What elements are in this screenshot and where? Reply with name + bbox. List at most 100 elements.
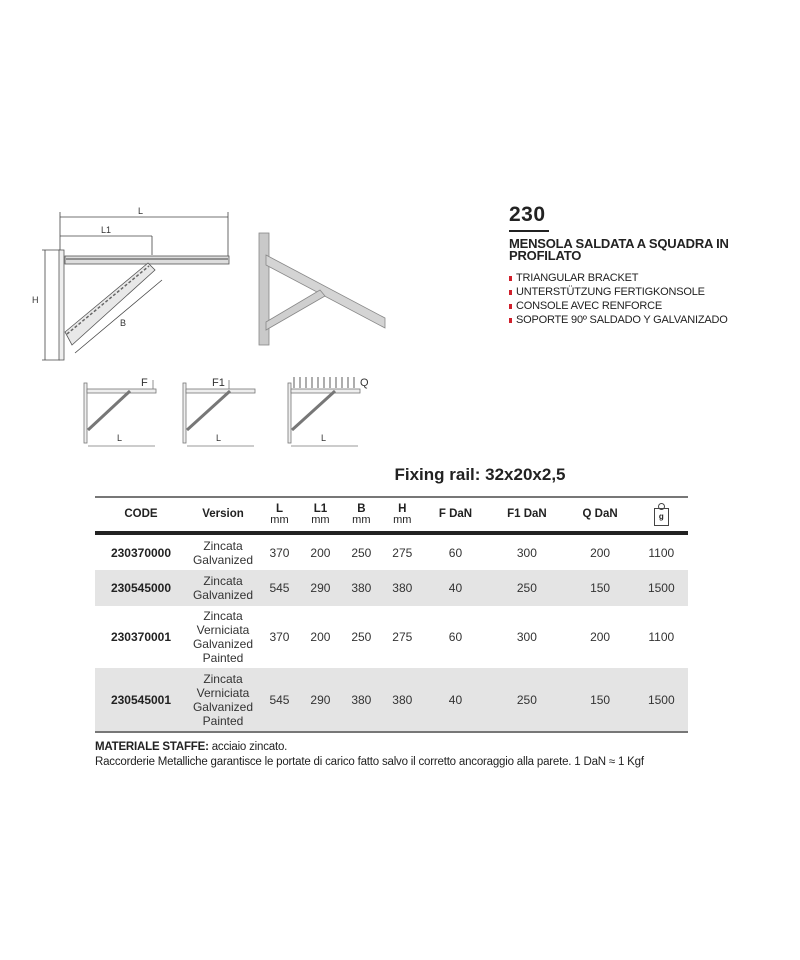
label-L: L bbox=[138, 206, 143, 216]
divider bbox=[509, 230, 549, 232]
cell-L: 370 bbox=[269, 545, 290, 560]
cell-F1: 250 bbox=[488, 570, 566, 606]
version-line: Galvanized bbox=[192, 637, 254, 651]
cell-L1: 200 bbox=[310, 545, 331, 560]
product-number: 230 bbox=[509, 203, 546, 226]
cell-Q: 150 bbox=[565, 570, 635, 606]
cell-F: 40 bbox=[422, 668, 489, 732]
cell-B: 380 bbox=[340, 668, 382, 732]
label-L1: L1 bbox=[101, 225, 111, 235]
table-row: 230370000 Zincata Galvanized 370 200 250 275 60… bbox=[95, 533, 688, 570]
cell-F: 60 bbox=[448, 630, 463, 644]
cell-H: 380 bbox=[381, 668, 423, 732]
cell-version: Zincata Galvanized bbox=[187, 533, 259, 570]
version-line: Galvanized bbox=[192, 588, 254, 602]
bullet-icon bbox=[509, 276, 512, 281]
cell-g: 1500 bbox=[634, 570, 688, 606]
cell-H: 380 bbox=[381, 570, 423, 606]
disclaimer: Raccorderie Metalliche garantisce le por… bbox=[95, 756, 644, 768]
load-diagram-F1 bbox=[182, 380, 256, 447]
version-line: Zincata bbox=[203, 538, 243, 553]
cell-L1: 290 bbox=[299, 668, 341, 732]
fixing-rail-heading: Fixing rail: 32x20x2,5 bbox=[394, 465, 566, 484]
version-line: Zincata bbox=[203, 609, 243, 623]
label-L: L bbox=[321, 433, 326, 443]
load-label-F1: F1 bbox=[212, 377, 225, 389]
cell-version: Zincata Verniciata Galvanized Painted bbox=[187, 668, 259, 732]
bracket-photo bbox=[258, 232, 386, 346]
table-row: 230545001 Zincata Verniciata Galvanized Pain… bbox=[95, 668, 688, 732]
cell-L: 370 bbox=[269, 630, 290, 644]
cell-F: 60 bbox=[448, 545, 463, 560]
col-Q: Q DaN bbox=[582, 508, 618, 520]
cell-g: 1100 bbox=[648, 545, 675, 560]
cell-L: 545 bbox=[259, 668, 300, 732]
col-code: CODE bbox=[124, 508, 158, 520]
list-item: CONSOLE AVEC RENFORCE bbox=[509, 299, 728, 313]
load-diagram-F bbox=[83, 380, 157, 447]
cell-Q: 200 bbox=[590, 545, 611, 560]
version-line: Galvanized bbox=[192, 552, 254, 567]
label-H: H bbox=[32, 295, 39, 305]
col-F1: F1 DaN bbox=[507, 508, 547, 520]
cell-code: 230545000 bbox=[95, 570, 187, 606]
bullet-icon bbox=[509, 318, 512, 323]
cell-L1: 290 bbox=[299, 570, 341, 606]
cell-version: Zincata Verniciata Galvanized Painted bbox=[187, 606, 259, 668]
cell-H: 275 bbox=[392, 630, 413, 644]
cell-F1: 250 bbox=[488, 668, 566, 732]
version-line: Zincata bbox=[203, 574, 243, 588]
bracket-dimension-drawing: L L1 B H F F1 Q L L L bbox=[32, 206, 386, 447]
cell-g: 1100 bbox=[648, 630, 675, 644]
cell-code: 230370000 bbox=[110, 545, 172, 560]
version-line: Zincata bbox=[203, 671, 243, 686]
list-item: SOPORTE 90º SALDADO Y GALVANIZADO bbox=[509, 313, 728, 327]
col-L1: L1 mm bbox=[311, 502, 330, 526]
label-L: L bbox=[216, 433, 221, 443]
cell-L1: 200 bbox=[310, 630, 331, 644]
version-line: Verniciata bbox=[196, 623, 250, 637]
col-F: F DaN bbox=[438, 508, 473, 520]
load-label-F: F bbox=[141, 377, 148, 389]
cell-F1: 300 bbox=[516, 630, 537, 644]
cell-F1: 300 bbox=[516, 545, 537, 560]
cell-B: 380 bbox=[340, 570, 382, 606]
bullet-icon bbox=[509, 290, 512, 295]
weight-g-icon: g bbox=[653, 502, 669, 526]
bullet-icon bbox=[509, 304, 512, 309]
label-L: L bbox=[117, 433, 122, 443]
cell-version: Zincata Galvanized bbox=[187, 570, 259, 606]
table-row: 230545000 Zincata Galvanized 545 290 380 380 40… bbox=[95, 570, 688, 606]
translation-list: TRIANGULAR BRACKET UNTERSTÜTZUNG FERTIGK… bbox=[509, 271, 728, 327]
list-item: UNTERSTÜTZUNG FERTIGKONSOLE bbox=[509, 285, 728, 299]
cell-Q: 150 bbox=[565, 668, 635, 732]
notes: MATERIALE STAFFE: acciaio zincato. Racco… bbox=[95, 740, 644, 770]
cell-Q: 200 bbox=[590, 630, 611, 644]
label-B: B bbox=[120, 318, 126, 328]
list-item: TRIANGULAR BRACKET bbox=[509, 271, 728, 285]
material-value: acciaio zincato. bbox=[211, 741, 288, 753]
version-line: Galvanized bbox=[192, 699, 254, 714]
cell-H: 275 bbox=[392, 545, 413, 560]
version-line: Painted bbox=[202, 713, 244, 728]
cell-B: 250 bbox=[351, 545, 372, 560]
table-row: 230370001 Zincata Verniciata Galvanized Pain… bbox=[95, 606, 688, 668]
version-line: Verniciata bbox=[196, 685, 250, 700]
cell-g: 1500 bbox=[634, 668, 688, 732]
cell-F: 40 bbox=[422, 570, 489, 606]
cell-code: 230545001 bbox=[95, 668, 187, 732]
load-diagram-Q bbox=[287, 377, 361, 447]
cell-B: 250 bbox=[351, 630, 372, 644]
version-line: Painted bbox=[202, 651, 244, 665]
material-label: MATERIALE STAFFE: bbox=[95, 741, 209, 753]
col-weight: g bbox=[635, 497, 688, 533]
cell-L: 545 bbox=[259, 570, 300, 606]
col-version: Version bbox=[202, 508, 244, 520]
load-label-Q: Q bbox=[360, 377, 369, 389]
